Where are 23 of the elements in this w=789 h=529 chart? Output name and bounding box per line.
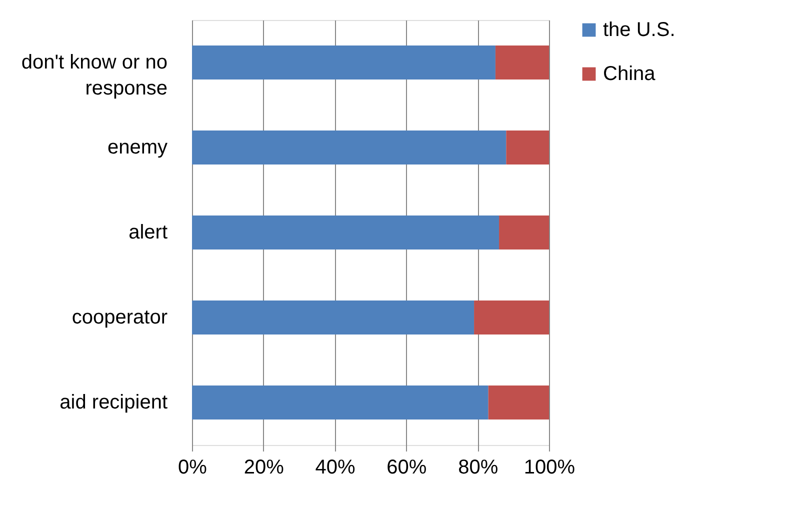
bar bbox=[488, 386, 549, 420]
legend-label: China bbox=[603, 63, 656, 85]
bar bbox=[474, 300, 549, 334]
bar bbox=[192, 386, 488, 420]
y-tick-label: enemy bbox=[107, 136, 168, 158]
x-tick-label: 60% bbox=[386, 456, 427, 478]
bar bbox=[192, 46, 496, 80]
x-tick-label: 20% bbox=[244, 456, 284, 478]
bar bbox=[192, 216, 500, 250]
bar bbox=[506, 130, 549, 164]
x-tick-label: 0% bbox=[178, 456, 208, 478]
x-tick-label: 100% bbox=[524, 456, 576, 478]
y-tick-label: cooperator bbox=[72, 306, 168, 328]
y-tick-label: aid recipient bbox=[60, 392, 168, 414]
bar bbox=[192, 130, 506, 164]
x-tick-label: 40% bbox=[315, 456, 356, 478]
y-tick-label: don't know or no response bbox=[21, 52, 168, 100]
bar bbox=[499, 216, 549, 250]
x-tick-label: 80% bbox=[458, 456, 498, 478]
bar bbox=[495, 46, 549, 80]
y-tick-label: alert bbox=[128, 222, 168, 244]
legend-label: the U.S. bbox=[603, 19, 676, 41]
bar bbox=[192, 300, 474, 334]
